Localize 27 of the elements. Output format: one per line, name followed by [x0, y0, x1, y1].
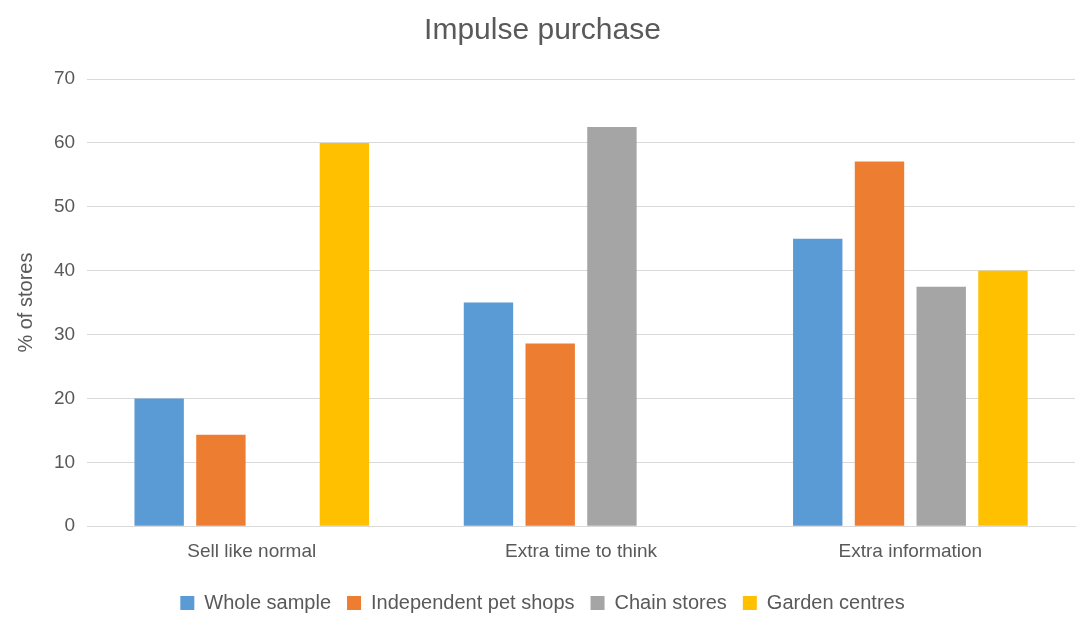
y-tick-label: 70 [53, 67, 76, 89]
legend-label: Independent pet shops [371, 590, 575, 613]
y-tick-label: 60 [53, 131, 76, 153]
y-axis-title: % of stores [13, 252, 36, 353]
legend-label: Garden centres [766, 590, 905, 613]
bar [854, 161, 905, 526]
x-tick-label: Extra information [838, 539, 983, 561]
bar [319, 142, 370, 526]
bar [463, 302, 514, 526]
x-tick-label: Extra time to think [505, 539, 658, 561]
bar [916, 286, 966, 526]
y-tick-label: 10 [53, 450, 76, 472]
chart-title: Impulse purchase [424, 12, 661, 46]
y-tick-label: 20 [53, 386, 76, 408]
bar [978, 270, 1028, 526]
legend-label: Chain stores [614, 590, 727, 613]
y-tick-label: 0 [64, 514, 76, 536]
bar [134, 398, 184, 526]
y-tick-label: 30 [53, 322, 76, 344]
bar [587, 126, 637, 526]
bar [793, 238, 843, 526]
y-tick-label: 40 [53, 258, 76, 280]
y-tick-label: 50 [53, 195, 76, 217]
legend-label: Whole sample [204, 590, 332, 613]
bar [525, 343, 575, 526]
x-tick-label: Sell like normal [187, 539, 317, 561]
bar [196, 434, 246, 526]
